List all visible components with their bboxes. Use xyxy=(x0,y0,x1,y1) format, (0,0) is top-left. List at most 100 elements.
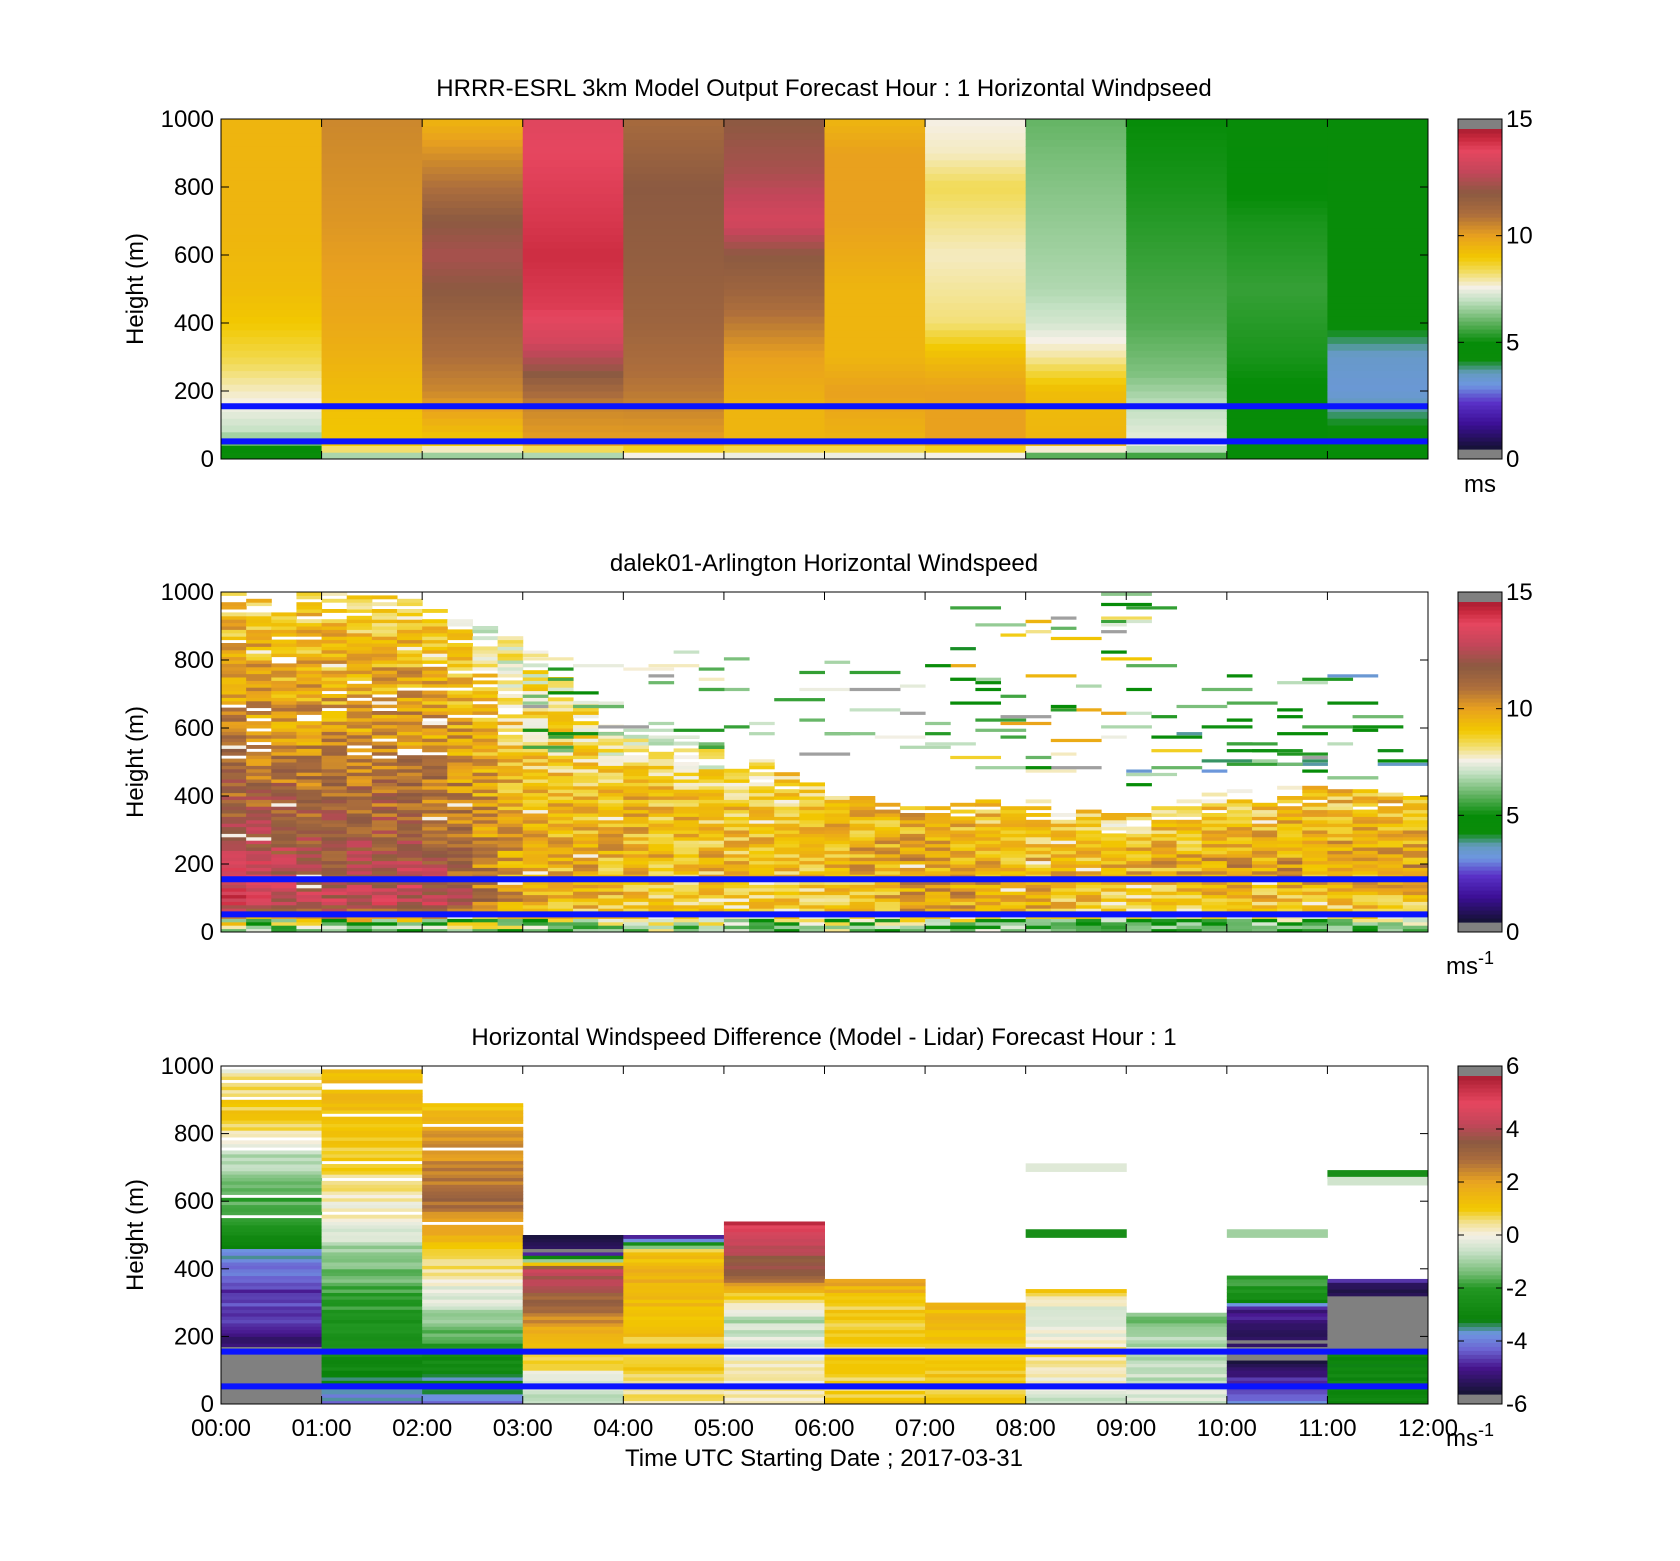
lidar-cell xyxy=(1025,630,1052,634)
model-cell xyxy=(422,200,524,208)
lidar-cell xyxy=(447,792,473,797)
lidar-cell xyxy=(925,874,951,879)
lidar-cell xyxy=(321,796,348,800)
difference-cell xyxy=(623,1272,725,1277)
lidar-cell xyxy=(1201,725,1253,729)
lidar-cell xyxy=(1352,847,1379,851)
difference-cell xyxy=(221,1299,323,1304)
lidar-cell xyxy=(221,853,247,858)
lidar-cell xyxy=(321,874,348,879)
lidar-cell xyxy=(1000,843,1027,848)
difference-cell xyxy=(925,1305,1027,1310)
lidar-cell xyxy=(547,683,574,688)
lidar-cell xyxy=(397,789,423,794)
lidar-cell xyxy=(221,619,247,624)
lidar-cell xyxy=(1402,864,1428,868)
lidar-cell xyxy=(1226,840,1253,845)
difference-cell xyxy=(221,1282,323,1287)
model-cell xyxy=(925,357,1027,365)
lidar-cell xyxy=(246,864,272,868)
lidar-cell xyxy=(221,673,247,678)
lidar-cell xyxy=(397,782,423,787)
lidar-cell xyxy=(573,700,599,705)
difference-cell xyxy=(422,1116,524,1121)
difference-cell xyxy=(321,1218,423,1222)
colorbar-segment xyxy=(1458,1167,1502,1173)
model-cell xyxy=(824,227,926,236)
model-cell xyxy=(522,227,624,236)
lidar-cell xyxy=(698,857,725,862)
lidar-cell xyxy=(623,904,649,909)
model-cell xyxy=(723,207,825,215)
lidar-cell xyxy=(1151,830,1178,834)
colorbar-segment xyxy=(1458,1290,1502,1296)
model-cell xyxy=(824,248,926,256)
model-cell xyxy=(623,187,725,195)
lidar-cell xyxy=(799,789,825,794)
difference-cell xyxy=(522,1235,624,1239)
lidar-cell xyxy=(1402,867,1428,872)
lidar-cell xyxy=(296,826,323,831)
lidar-cell xyxy=(497,724,524,729)
y-tick-label: 200 xyxy=(174,378,214,405)
lidar-cell xyxy=(623,918,649,923)
difference-cell xyxy=(221,1309,323,1314)
lidar-cell xyxy=(1327,860,1354,865)
lidar-cell xyxy=(749,762,775,766)
lidar-cell xyxy=(1251,843,1278,848)
model-cell xyxy=(221,248,323,256)
lidar-cell xyxy=(371,775,398,780)
lidar-cell xyxy=(547,677,574,681)
lidar-cell xyxy=(296,792,323,797)
model-cell xyxy=(1025,132,1127,140)
lidar-cell xyxy=(774,850,800,855)
model-cell xyxy=(925,363,1027,372)
lidar-cell xyxy=(221,908,247,913)
lidar-cell xyxy=(246,602,272,607)
lidar-cell xyxy=(573,751,599,756)
lidar-cell xyxy=(698,745,725,749)
lidar-cell xyxy=(522,704,549,709)
lidar-cell xyxy=(346,809,373,814)
lidar-cell xyxy=(673,925,700,930)
lidar-cell xyxy=(799,904,825,909)
difference-cell xyxy=(221,1099,323,1104)
lidar-cell xyxy=(397,772,423,777)
model-cell xyxy=(1126,207,1228,215)
lidar-cell xyxy=(246,819,272,824)
lidar-cell xyxy=(1101,843,1127,848)
difference-cell xyxy=(221,1255,323,1260)
difference-cell xyxy=(221,1143,323,1148)
lidar-cell xyxy=(648,836,675,841)
difference-cell xyxy=(321,1194,423,1199)
lidar-cell xyxy=(371,683,398,688)
difference-cell xyxy=(1226,1373,1328,1378)
model-cell xyxy=(1025,268,1127,276)
lidar-cell xyxy=(271,724,297,729)
lidar-cell xyxy=(246,731,272,736)
lidar-cell xyxy=(698,904,725,909)
lidar-cell xyxy=(271,738,297,743)
model-cell xyxy=(321,363,423,372)
lidar-cell xyxy=(648,785,675,790)
lidar-cell xyxy=(1327,823,1354,828)
lidar-cell xyxy=(824,891,851,896)
lidar-cell xyxy=(271,806,297,811)
difference-cell xyxy=(1226,1285,1328,1290)
lidar-cell xyxy=(648,860,675,865)
lidar-cell xyxy=(522,816,549,821)
lidar-cell xyxy=(1226,701,1278,705)
colorbar-frame xyxy=(1457,118,1503,460)
lidar-cell xyxy=(497,670,524,675)
model-cell xyxy=(623,397,725,406)
lidar-cell xyxy=(1050,823,1077,828)
model-cell xyxy=(422,132,524,140)
lidar-cell xyxy=(221,840,247,845)
lidar-cell xyxy=(774,826,800,831)
model-cell xyxy=(623,425,725,433)
lidar-cell xyxy=(1000,853,1027,858)
lidar-cell xyxy=(447,649,473,654)
model-cell xyxy=(1327,146,1428,154)
lidar-cell xyxy=(1226,674,1253,678)
model-cell xyxy=(925,159,1027,168)
